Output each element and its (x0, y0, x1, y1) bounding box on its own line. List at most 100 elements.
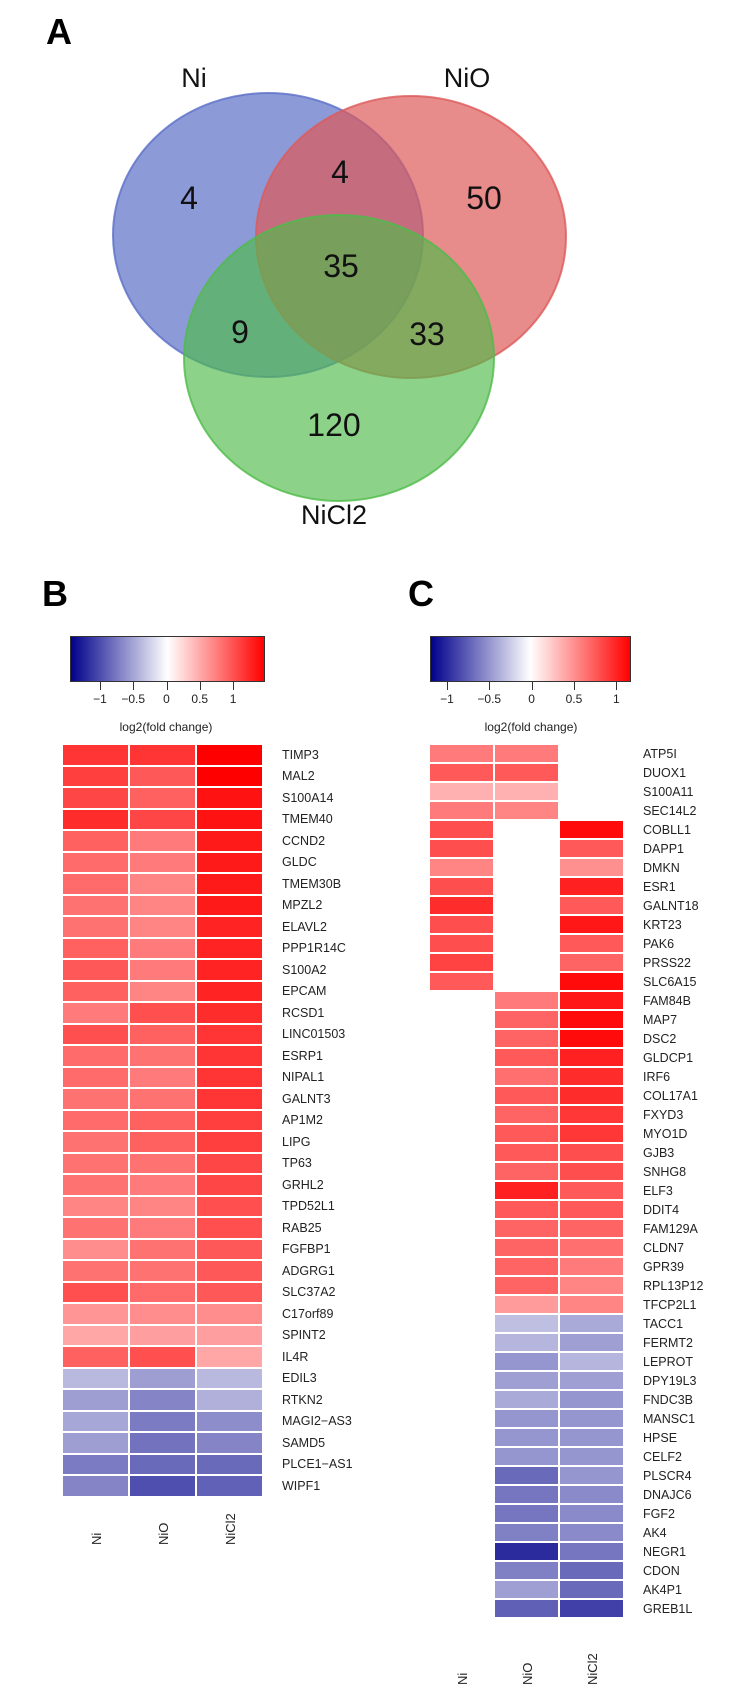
heatmap-cell (560, 973, 625, 992)
heatmap-cell (197, 1282, 264, 1304)
gene-label: SEC14L2 (643, 803, 697, 818)
gene-label: PPP1R14C (282, 941, 346, 956)
heatmap-cell (560, 1543, 625, 1562)
heatmap-cell (495, 1011, 560, 1030)
colorbar-b (70, 636, 265, 682)
heatmap-cell (495, 1258, 560, 1277)
heatmap-cell (197, 1218, 264, 1240)
heatmap-cell (197, 1067, 264, 1089)
gene-label: ELAVL2 (282, 919, 327, 934)
heatmap-cell (130, 788, 197, 810)
heatmap-cell (130, 1196, 197, 1218)
heatmap-cell (197, 745, 264, 767)
heatmap-cell (495, 1030, 560, 1049)
colorbar-tick (233, 682, 235, 690)
column-label: NiO (155, 1522, 171, 1545)
heatmap-cell (430, 783, 495, 802)
heatmap-cell (63, 1046, 130, 1068)
heatmap-cell (430, 745, 495, 764)
gene-label: MAP7 (643, 1012, 678, 1027)
heatmap-cell (560, 1410, 625, 1429)
heatmap-cell (63, 766, 130, 788)
gene-label: LEPROT (643, 1354, 694, 1369)
heatmap-cell (495, 764, 560, 783)
heatmap-cell (197, 874, 264, 896)
heatmap-cell (63, 1390, 130, 1412)
gene-label: CDON (643, 1563, 680, 1578)
heatmap-cell (130, 1024, 197, 1046)
heatmap-cell (430, 802, 495, 821)
heatmap-cell (560, 1068, 625, 1087)
heatmap-cell (560, 1353, 625, 1372)
heatmap-cell (63, 1304, 130, 1326)
heatmap-cell (130, 831, 197, 853)
gene-label: FNDC3B (643, 1392, 694, 1407)
heatmap-cell (495, 1220, 560, 1239)
heatmap-cell (560, 840, 625, 859)
gene-label: TIMP3 (282, 747, 319, 762)
heatmap-cell (130, 1433, 197, 1455)
heatmap-cell (430, 973, 495, 992)
heatmap-cell (130, 1067, 197, 1089)
heatmap-cell (430, 916, 495, 935)
colorbar-c (430, 636, 631, 682)
heatmap-cell (197, 895, 264, 917)
heatmap-cell (130, 1218, 197, 1240)
heatmap-cell (63, 917, 130, 939)
venn-count-nio-only: 50 (466, 180, 502, 216)
gene-label: GALNT18 (643, 898, 699, 913)
gene-label: TP63 (282, 1156, 312, 1171)
colorbar-tick (616, 682, 618, 690)
heatmap-cell (560, 1144, 625, 1163)
heatmap-cell (560, 1087, 625, 1106)
gene-label: MYO1D (643, 1126, 688, 1141)
heatmap-b (63, 745, 264, 1498)
heatmap-cell (130, 960, 197, 982)
gene-label: DAPP1 (643, 841, 684, 856)
heatmap-cell (130, 874, 197, 896)
gene-label: COL17A1 (643, 1088, 698, 1103)
heatmap-cell (495, 783, 560, 802)
colorbar-tick-label: 1 (612, 692, 620, 706)
gene-label: LINC01503 (282, 1027, 346, 1042)
heatmap-cell (63, 1003, 130, 1025)
heatmap-cell (63, 1132, 130, 1154)
colorbar-tick (99, 682, 101, 690)
heatmap-cell (560, 1106, 625, 1125)
gene-label: S100A2 (282, 962, 327, 977)
heatmap-cell (560, 878, 625, 897)
heatmap-cell (63, 1411, 130, 1433)
heatmap-cell (495, 1562, 560, 1581)
heatmap-cell (130, 1282, 197, 1304)
heatmap-cell (495, 1182, 560, 1201)
panel-letter-b: B (42, 573, 68, 614)
heatmap-cell (130, 852, 197, 874)
heatmap-cell (495, 1106, 560, 1125)
heatmap-cell (495, 1372, 560, 1391)
venn-count-ni-only: 4 (180, 180, 198, 216)
column-label: Ni (454, 1672, 470, 1685)
heatmap-cell (63, 1325, 130, 1347)
heatmap-cell (63, 1024, 130, 1046)
heatmap-cell (430, 821, 495, 840)
heatmap-cell (495, 1315, 560, 1334)
heatmap-cell (63, 1153, 130, 1175)
heatmap-cell (63, 1175, 130, 1197)
heatmap-cell (560, 1524, 625, 1543)
gene-label: FGFBP1 (282, 1242, 331, 1257)
gene-label: RCSD1 (282, 1005, 325, 1020)
heatmap-cell (130, 809, 197, 831)
heatmap-cell (197, 917, 264, 939)
gene-label: PLSCR4 (643, 1468, 692, 1483)
colorbar-c-title: log2(fold change) (484, 720, 578, 734)
gene-label: ESRP1 (282, 1048, 323, 1063)
panel-letter-a: A (46, 11, 72, 52)
heatmap-cell (430, 840, 495, 859)
heatmap-cell (63, 745, 130, 767)
heatmap-cell (560, 1125, 625, 1144)
gene-label: TPD52L1 (282, 1199, 335, 1214)
heatmap-cell (197, 1110, 264, 1132)
gene-label: MANSC1 (643, 1411, 696, 1426)
heatmap-cell (130, 1175, 197, 1197)
heatmap-cell (560, 1201, 625, 1220)
